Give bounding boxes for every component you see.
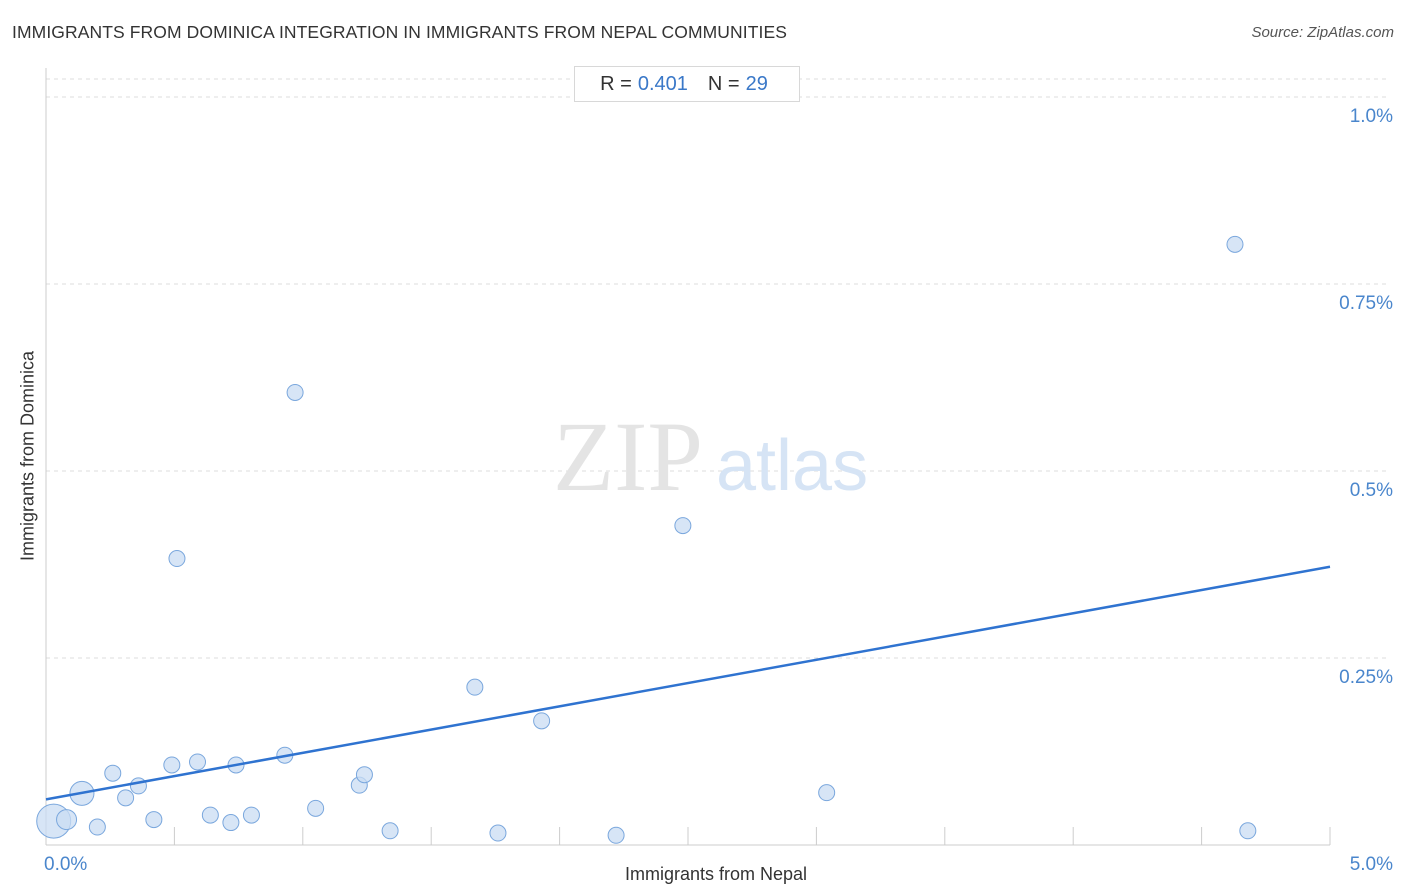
r-label: R = — [600, 72, 632, 95]
data-point — [222, 814, 240, 832]
data-point — [168, 550, 186, 568]
data-point — [56, 809, 78, 831]
data-point — [307, 799, 325, 817]
data-point — [163, 756, 181, 774]
data-point — [242, 806, 260, 824]
data-point — [286, 383, 304, 401]
data-point — [129, 777, 147, 795]
y-tick-label: 0.25% — [1339, 667, 1393, 688]
data-point — [117, 789, 135, 807]
n-value: 29 — [745, 72, 768, 95]
x-tick-label: 5.0% — [1350, 854, 1393, 875]
data-point — [674, 517, 692, 535]
axes — [45, 68, 1331, 846]
data-point — [201, 806, 219, 824]
data-point — [1226, 235, 1244, 253]
x-tick-label: 0.0% — [44, 854, 87, 875]
data-point — [104, 764, 122, 782]
data-point — [607, 826, 625, 844]
data-point — [466, 678, 484, 696]
watermark-atlas: atlas — [716, 426, 868, 506]
tick-labels: 1.0% 0.75% 0.5% 0.25% 0.0% 5.0% — [44, 106, 1393, 875]
gridlines — [46, 78, 1386, 659]
watermark: ZIP atlas — [553, 401, 868, 512]
data-point — [88, 818, 106, 836]
r-value: 0.401 — [637, 72, 688, 95]
stats-box: R = 0.401 N = 29 — [574, 66, 800, 102]
n-label: N = — [707, 72, 740, 95]
chart-title: IMMIGRANTS FROM DOMINICA INTEGRATION IN … — [12, 22, 788, 42]
data-point — [489, 824, 507, 842]
x-axis-title: Immigrants from Nepal — [624, 864, 808, 884]
data-point — [189, 753, 207, 771]
y-axis-title: Immigrants from Dominica — [17, 350, 38, 562]
watermark-zip: ZIP — [553, 401, 703, 512]
data-point — [533, 712, 551, 730]
data-point — [381, 822, 399, 840]
data-point — [145, 811, 163, 829]
y-tick-label: 1.0% — [1350, 106, 1393, 127]
trendline — [45, 565, 1331, 801]
y-tick-label: 0.5% — [1350, 480, 1393, 501]
data-point — [1239, 822, 1257, 840]
data-point — [355, 766, 373, 784]
y-tick-label: 0.75% — [1339, 293, 1393, 314]
data-points — [36, 235, 1257, 844]
data-point — [818, 784, 836, 802]
source-label: Source: ZipAtlas.com — [1251, 24, 1394, 41]
trendline-group — [45, 565, 1331, 801]
